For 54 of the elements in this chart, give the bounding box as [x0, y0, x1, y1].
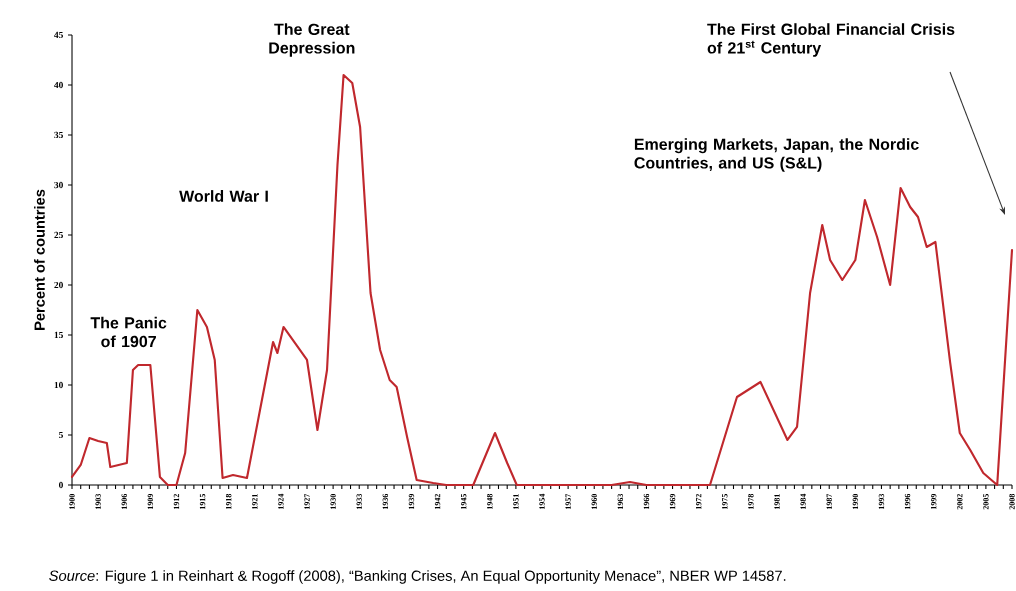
x-tick-label: 1978 [748, 493, 754, 510]
x-tick-label: 2002 [957, 494, 963, 510]
annotation: The First Global Financial Crisis of 21$^{st}$ Century [707, 23, 955, 57]
x-tick-label: 2008 [1009, 493, 1015, 510]
x-tick-label: 1984 [800, 493, 806, 510]
x-tick-label: 1921 [252, 494, 258, 510]
x-tick-label: 1918 [225, 493, 232, 510]
y-tick-label: 0 [58, 481, 63, 489]
x-tick-label: 1927 [304, 493, 310, 510]
x-tick-label: 1975 [722, 494, 728, 510]
y-tick-label: 30 [54, 181, 63, 189]
x-tick-label: 1942 [434, 494, 441, 510]
x-tick-label: 1924 [278, 493, 284, 510]
x-tick-label: 1930 [330, 494, 336, 510]
x-tick-label: 1963 [617, 493, 624, 510]
x-tick-label: 1954 [539, 493, 545, 510]
x-tick-label: 1993 [878, 493, 885, 510]
y-tick-label: 5 [59, 431, 63, 439]
y-tick-label: 45 [54, 31, 63, 39]
x-tick-label: 1915 [199, 494, 206, 510]
x-tick-label: 1957 [565, 493, 571, 510]
x-tick-label: 1981 [774, 494, 780, 510]
y-tick-label: 20 [54, 281, 63, 289]
x-tick-label: 1906 [121, 493, 127, 510]
y-tick-label: 15 [54, 331, 63, 339]
x-tick-label: 1972 [695, 494, 702, 510]
x-tick-label: 2005 [983, 494, 989, 510]
y-tick-label: 35 [54, 131, 63, 139]
text: Source: Figure 1 in Reinhart & Rogoff (2008), “Banking Crises, An Equal Opportunity Menace”, NBER WP 14587. [49, 570, 786, 584]
x-tick-label: 1966 [643, 493, 650, 510]
x-tick-label: 1945 [460, 494, 467, 510]
x-tick-label: 1900 [69, 494, 75, 510]
x-tick-label: 1987 [826, 493, 832, 510]
x-tick-label: 1903 [95, 493, 101, 510]
x-tick-label: 1969 [669, 493, 676, 510]
annotation: World War I [179, 190, 268, 202]
y-axis-title: Percent of countries [34, 189, 45, 330]
y-tick-label: 10 [54, 381, 63, 389]
x-tick-label: 1999 [930, 493, 937, 510]
x-tick-label: 1939 [408, 493, 415, 510]
x-tick-label: 1936 [382, 493, 389, 510]
annotation: Emerging Markets, Japan, the Nordic Countries, and US (S&L) [634, 138, 919, 172]
annotation: The Great Depression [269, 23, 355, 57]
annotation: The Panic of 1907 [90, 316, 167, 348]
x-tick-label: 1912 [173, 494, 180, 510]
x-tick-label: 1960 [591, 494, 597, 510]
x-tick-label: 1948 [487, 493, 493, 510]
x-tick-label: 1996 [904, 493, 911, 510]
x-tick-label: 1933 [356, 493, 362, 510]
y-tick-label: 25 [54, 231, 63, 239]
x-tick-label: 1951 [513, 494, 519, 510]
x-tick-label: 1990 [852, 494, 859, 510]
y-tick-label: 40 [54, 81, 63, 89]
x-tick-label: 1909 [147, 493, 154, 510]
